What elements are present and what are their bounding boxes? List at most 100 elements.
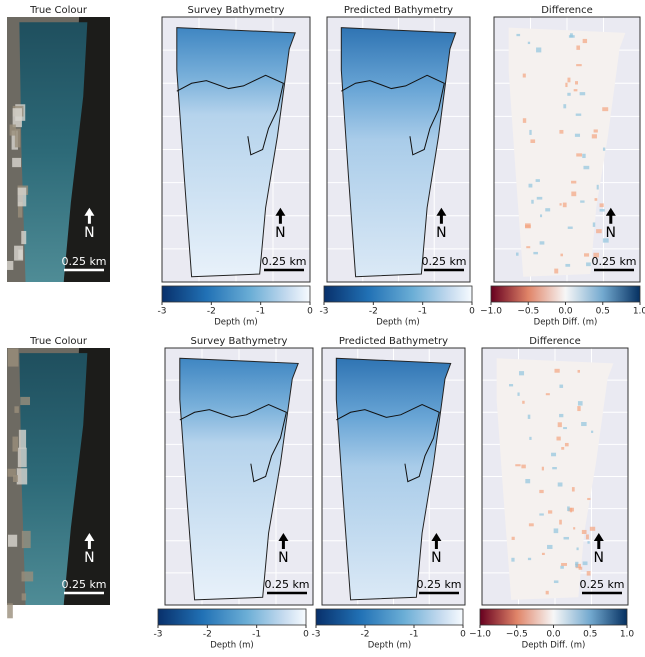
- difference-speck: [540, 214, 542, 217]
- difference-speck: [567, 506, 570, 511]
- colorbar-tick-label: 0.0: [558, 307, 573, 317]
- difference-speck: [559, 385, 563, 388]
- difference-speck: [587, 541, 589, 544]
- map-panel: True ColourN0.25 km: [7, 5, 110, 282]
- difference-speck: [569, 35, 575, 38]
- north-label: N: [278, 550, 288, 566]
- panel-title: Difference: [541, 5, 593, 16]
- map-panel: True ColourN0.25 km: [7, 336, 110, 618]
- difference-speck: [529, 184, 533, 188]
- difference-speck: [593, 222, 595, 226]
- difference-speck: [554, 580, 558, 583]
- scale-label: 0.25 km: [416, 578, 461, 591]
- difference-speck: [568, 227, 573, 229]
- difference-speck: [523, 74, 526, 78]
- difference-speck: [531, 200, 533, 204]
- difference-speck: [554, 528, 559, 533]
- difference-speck: [546, 393, 550, 395]
- shore-patch: [12, 158, 21, 167]
- figure: True ColourN0.25 kmSurvey BathymetryN0.2…: [0, 0, 645, 653]
- difference-speck: [600, 203, 604, 207]
- colorbar-gradient: [491, 286, 640, 302]
- difference-speck: [559, 520, 562, 525]
- difference-speck: [560, 566, 564, 569]
- difference-speck: [570, 508, 572, 512]
- difference-speck: [564, 537, 569, 540]
- difference-speck: [573, 527, 575, 529]
- difference-speck: [546, 591, 549, 595]
- difference-speck: [579, 567, 583, 570]
- difference-speck: [539, 490, 543, 493]
- difference-speck: [602, 107, 608, 111]
- shore-patch: [13, 108, 22, 127]
- difference-speck: [575, 81, 578, 84]
- difference-speck: [529, 523, 534, 526]
- colorbar-label: Depth Diff. (m): [522, 641, 586, 651]
- north-label: N: [606, 225, 616, 241]
- shore-patch: [12, 437, 18, 452]
- difference-speck: [587, 571, 591, 575]
- difference-speck: [583, 166, 589, 169]
- colorbar-tick-label: −0.5: [506, 630, 528, 640]
- difference-speck: [571, 192, 576, 197]
- difference-speck: [586, 262, 591, 266]
- colorbar-tick-label: -1: [418, 307, 427, 317]
- difference-speck: [547, 545, 552, 549]
- difference-speck: [558, 482, 563, 486]
- colorbar-label: Depth (m): [214, 318, 258, 328]
- difference-speck: [536, 47, 541, 52]
- difference-speck: [578, 370, 580, 373]
- shore-patch: [19, 430, 26, 449]
- difference-speck: [537, 197, 543, 200]
- colorbar-tick-label: -3: [158, 307, 167, 317]
- difference-speck: [554, 269, 558, 274]
- colorbar-tick-label: -1: [410, 630, 419, 640]
- panel-title: True Colour: [29, 336, 88, 347]
- difference-speck: [542, 553, 545, 555]
- difference-speck: [533, 252, 538, 254]
- difference-speck: [582, 530, 587, 534]
- colorbar-tick-label: -2: [361, 630, 370, 640]
- colorbar-tick-label: −1.0: [469, 630, 491, 640]
- difference-speck: [596, 229, 602, 233]
- scale-label: 0.25 km: [591, 255, 636, 268]
- colorbar-gradient: [162, 286, 310, 302]
- difference-speck: [551, 453, 556, 457]
- shore-patch: [7, 261, 13, 270]
- colorbar-tick-label: 1.0: [620, 630, 635, 640]
- difference-speck: [559, 414, 563, 417]
- difference-speck: [565, 83, 567, 87]
- colorbar-tick-label: −1.0: [480, 307, 502, 317]
- difference-speck: [582, 154, 585, 158]
- colorbar-tick-label: -1: [256, 307, 265, 317]
- difference-speck: [567, 93, 570, 96]
- difference-speck: [603, 148, 605, 151]
- difference-speck: [576, 64, 582, 66]
- shore-patch: [7, 603, 13, 618]
- scale-label: 0.25 km: [579, 578, 624, 591]
- difference-speck: [511, 558, 514, 562]
- north-label: N: [275, 225, 285, 241]
- shore-patch: [18, 188, 27, 207]
- difference-speck: [516, 253, 519, 256]
- difference-speck: [600, 209, 605, 212]
- difference-speck: [554, 369, 559, 373]
- difference-speck: [560, 203, 562, 205]
- panel-title: True Colour: [29, 5, 88, 16]
- scale-label: 0.25 km: [264, 578, 309, 591]
- colorbar-tick-label: -3: [312, 630, 321, 640]
- difference-speck: [568, 78, 571, 83]
- colorbar-tick-label: -3: [320, 307, 329, 317]
- difference-speck: [578, 401, 583, 405]
- shore-patch: [8, 535, 17, 547]
- difference-speck: [528, 42, 530, 44]
- shore-patch: [10, 124, 16, 135]
- scale-label: 0.25 km: [261, 255, 306, 268]
- difference-speck: [517, 392, 519, 395]
- difference-speck: [584, 253, 589, 256]
- colorbar-tick-label: -1: [252, 630, 261, 640]
- difference-speck: [577, 547, 579, 550]
